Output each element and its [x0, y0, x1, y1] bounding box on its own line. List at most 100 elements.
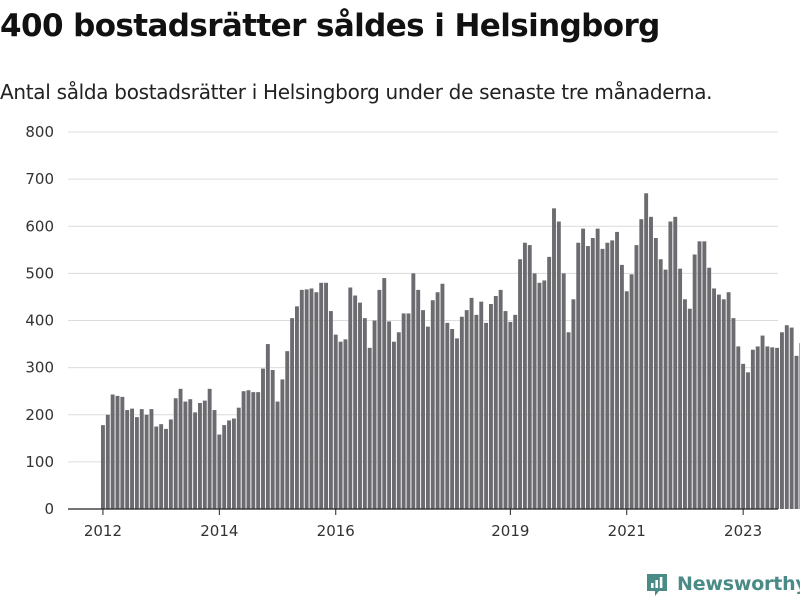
- bar: [246, 390, 251, 509]
- bar: [770, 347, 775, 509]
- y-axis-labels: 0 100 200 300 400 500 600 700 800: [25, 123, 54, 518]
- bar: [105, 414, 110, 509]
- bar: [188, 399, 193, 509]
- bar: [459, 316, 464, 509]
- bar: [416, 289, 421, 509]
- bar: [353, 295, 358, 509]
- y-tick-label: 600: [25, 217, 54, 235]
- bar: [217, 434, 222, 509]
- bar: [736, 346, 741, 509]
- bar: [571, 299, 576, 509]
- bar: [304, 289, 309, 509]
- bar: [183, 401, 188, 509]
- bar: [479, 301, 484, 509]
- bar: [362, 318, 367, 509]
- bar: [716, 294, 721, 509]
- bar: [595, 228, 600, 510]
- bar: [265, 344, 270, 509]
- bar: [610, 240, 615, 509]
- bar-chart: 0 100 200 300 400 500 600 700 800 2012 2014 2016 20…: [25, 123, 800, 540]
- bar: [663, 269, 668, 509]
- bar: [377, 289, 382, 509]
- bar: [581, 228, 586, 510]
- bar: [164, 428, 168, 509]
- bar: [382, 278, 387, 509]
- bar: [348, 287, 353, 509]
- bar: [741, 363, 746, 509]
- bar: [746, 372, 750, 509]
- bar: [649, 216, 653, 509]
- bar: [149, 409, 154, 509]
- bar: [552, 208, 556, 509]
- y-tick-label: 700: [25, 170, 54, 188]
- bar: [629, 274, 634, 509]
- bar: [464, 310, 469, 509]
- bar: [227, 420, 231, 509]
- bar: [285, 351, 290, 509]
- bar: [328, 311, 333, 509]
- bar: [319, 282, 324, 509]
- bar: [202, 400, 207, 509]
- y-tick-label: 200: [25, 406, 54, 424]
- bar: [159, 424, 164, 509]
- bar: [678, 268, 683, 509]
- bar: [566, 332, 571, 509]
- bar: [144, 414, 149, 509]
- bar: [658, 259, 663, 509]
- bar: [421, 310, 425, 509]
- bar: [231, 418, 236, 509]
- bar: [697, 241, 702, 509]
- bar: [275, 401, 280, 509]
- bar: [134, 417, 139, 509]
- bar: [765, 346, 770, 509]
- bar: [154, 426, 159, 509]
- bar: [726, 292, 731, 509]
- brand-name: Newsworthy: [677, 573, 800, 595]
- bar: [358, 302, 362, 509]
- bar: [692, 254, 697, 509]
- bar: [435, 292, 440, 509]
- bar: [455, 338, 459, 509]
- bar: [222, 425, 227, 509]
- bar: [780, 332, 784, 509]
- bar: [299, 289, 304, 509]
- bar: [168, 419, 173, 509]
- y-tick-label: 100: [25, 453, 54, 471]
- bar: [493, 296, 498, 509]
- bar: [338, 341, 343, 509]
- bar: [178, 388, 183, 509]
- bar: [683, 299, 687, 509]
- bar: [212, 410, 217, 509]
- bar: [372, 320, 377, 509]
- bar: [775, 347, 780, 509]
- bar: [789, 327, 794, 509]
- bar: [425, 326, 430, 509]
- bar: [251, 392, 256, 509]
- bar: [639, 219, 644, 509]
- bar: [508, 321, 513, 509]
- bar: [590, 238, 595, 509]
- bar: [450, 328, 455, 509]
- bar: [295, 306, 299, 509]
- bar: [731, 318, 736, 509]
- bar: [261, 368, 265, 509]
- bar: [125, 410, 130, 509]
- newsworthy-brand: Newsworthy: [644, 569, 800, 599]
- bar: [561, 273, 566, 510]
- bar: [430, 300, 435, 509]
- bar: [673, 216, 678, 509]
- bar: [586, 246, 590, 510]
- bar: [687, 308, 692, 509]
- x-tick-label: 2019: [491, 522, 529, 540]
- bar: [542, 280, 547, 509]
- bar: [712, 288, 716, 509]
- bar: [600, 248, 605, 509]
- bar: [532, 273, 537, 510]
- bar: [396, 332, 401, 509]
- bar: [309, 288, 314, 509]
- y-tick-label: 400: [25, 312, 54, 330]
- x-tick-label: 2023: [724, 522, 762, 540]
- bar: [547, 256, 552, 509]
- x-tick-label: 2014: [200, 522, 238, 540]
- bar: [198, 402, 202, 509]
